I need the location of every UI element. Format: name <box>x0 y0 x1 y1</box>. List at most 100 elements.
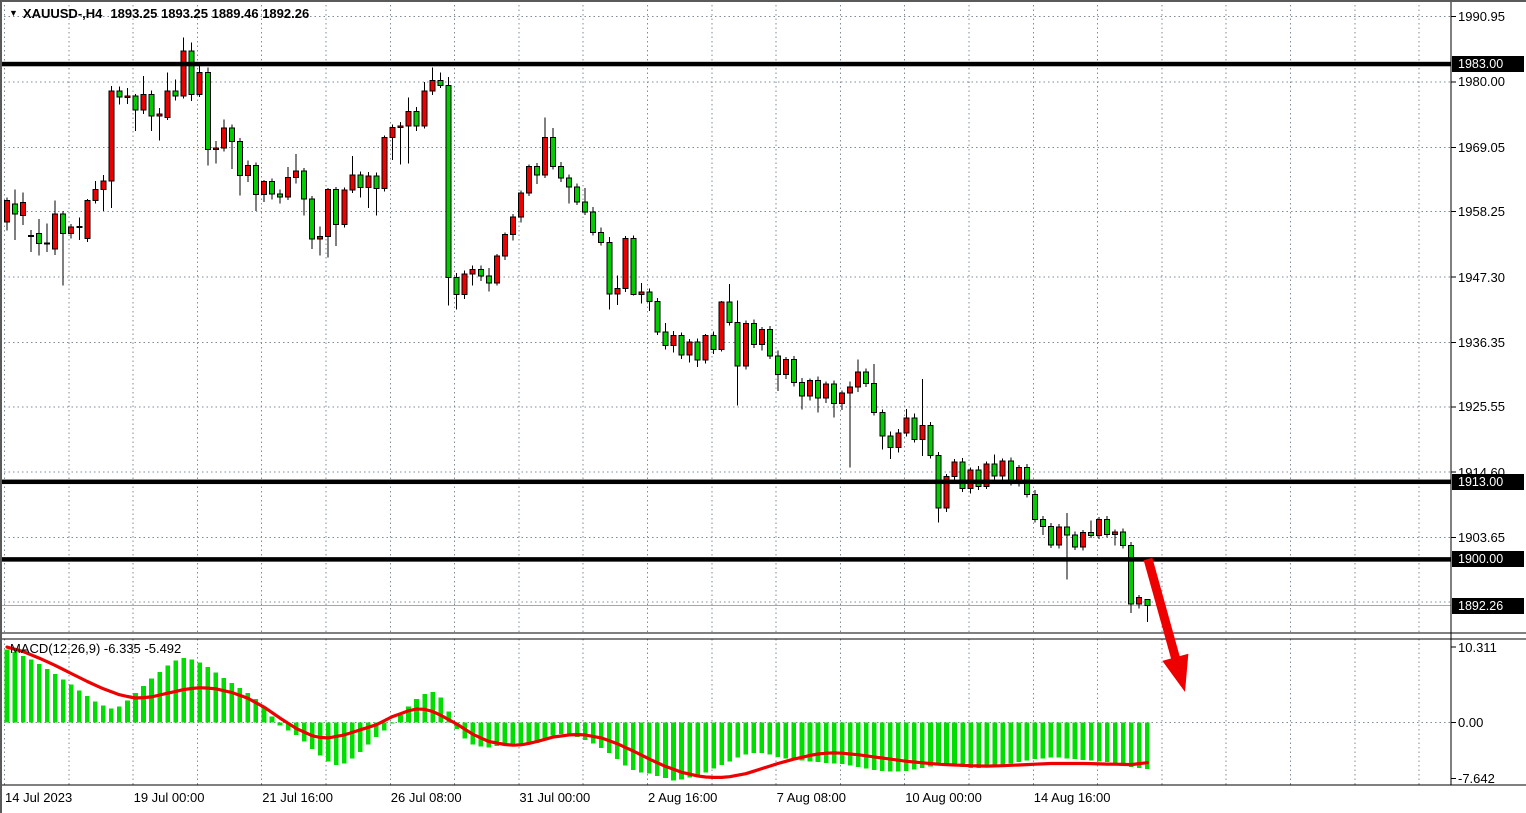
macd-histogram-bar <box>968 722 973 768</box>
macd-histogram-bar <box>655 722 660 776</box>
macd-histogram-bar <box>1136 722 1142 768</box>
bull-candle-body <box>1136 597 1143 605</box>
bull-candle-body <box>967 469 974 489</box>
price-axis-label: 1980.00 <box>1458 74 1505 90</box>
bear-candle-body <box>566 177 573 188</box>
bear-candle-body <box>1039 518 1046 528</box>
bull-candle-body <box>943 475 950 509</box>
macd-histogram-bar <box>590 722 596 744</box>
bull-candle-body <box>196 71 203 95</box>
macd-histogram-bar <box>1056 722 1062 758</box>
bull-candle-body <box>76 225 83 229</box>
macd-histogram-bar <box>863 722 869 769</box>
bear-candle-body <box>654 301 661 333</box>
bull-candle-body <box>156 113 163 117</box>
bull-candle-body <box>1080 531 1087 548</box>
macd-histogram-bar <box>1128 722 1134 768</box>
bear-candle-body <box>726 301 733 323</box>
macd-histogram-bar <box>325 722 331 762</box>
bull-candle-body <box>405 111 412 127</box>
price-axis-label: 1969.05 <box>1458 139 1505 155</box>
horizontal-level-line-1913[interactable] <box>2 479 1451 485</box>
macd-histogram-bar <box>510 722 516 744</box>
macd-histogram-bar <box>85 696 90 723</box>
time-axis-label: 19 Jul 00:00 <box>133 790 205 805</box>
bear-candle-body <box>277 193 284 198</box>
bull-candle-body <box>823 383 830 399</box>
bear-candle-body <box>116 90 123 98</box>
price-scale-area[interactable] <box>1452 2 1526 785</box>
bull-candle-body <box>317 235 324 240</box>
bear-candle-body <box>1071 534 1078 548</box>
macd-histogram <box>4 649 1150 781</box>
bull-candle-body <box>718 301 725 350</box>
bear-candle-body <box>445 84 452 279</box>
bear-candle-body <box>734 321 741 367</box>
macd-histogram-bar <box>623 722 628 766</box>
macd-histogram-bar <box>229 682 235 723</box>
macd-histogram-bar <box>341 722 347 764</box>
bear-candle-body <box>574 186 581 203</box>
arrow-head <box>1162 653 1189 692</box>
bear-candle-body <box>774 355 781 375</box>
bull-candle-body <box>951 461 958 477</box>
time-scale-area[interactable] <box>2 786 1451 813</box>
macd-histogram-bar <box>430 691 435 723</box>
macd-histogram-bar <box>36 663 42 723</box>
bear-candle-body <box>301 170 308 200</box>
macd-histogram-bar <box>189 659 194 723</box>
macd-histogram-bar <box>888 722 893 772</box>
macd-histogram-bar <box>261 706 267 723</box>
bear-candle-body <box>1088 531 1095 536</box>
bear-candle-body <box>1007 460 1014 483</box>
bull-candle-body <box>341 189 348 226</box>
bear-candle-body <box>927 425 934 457</box>
macd-histogram-bar <box>671 722 676 781</box>
bear-candle-body <box>204 71 211 150</box>
bear-candle-body <box>991 463 998 477</box>
bear-candle-body <box>815 379 822 399</box>
bear-candle-body <box>188 50 195 95</box>
gridlines <box>4 5 1450 785</box>
macd-histogram-bar <box>767 722 773 755</box>
bear-candle-body <box>630 237 637 295</box>
macd-histogram-bar <box>663 722 668 779</box>
macd-histogram-bar <box>4 649 10 723</box>
bear-candle-body <box>550 136 557 168</box>
macd-histogram-bar <box>68 684 74 723</box>
level-price-label: 1913.00 <box>1452 473 1524 490</box>
arrow-shaft <box>1143 557 1181 663</box>
bull-candle-body <box>839 392 846 405</box>
macd-histogram-bar <box>534 722 540 743</box>
horizontal-level-line-1983[interactable] <box>2 61 1451 67</box>
bull-candle-body <box>501 234 508 257</box>
price-axis-label: 1947.30 <box>1458 269 1505 285</box>
macd-histogram-bar <box>936 722 941 766</box>
bear-candle-body <box>60 213 67 234</box>
macd-histogram-bar <box>1040 722 1046 759</box>
axis-tick-marks <box>1451 16 1456 779</box>
bear-candle-body <box>12 203 19 215</box>
bull-candle-body <box>124 95 131 98</box>
macd-histogram-bar <box>647 722 652 774</box>
macd-histogram-bar <box>582 722 588 741</box>
macd-histogram-bar <box>984 722 989 768</box>
down-arrow-annotation[interactable] <box>1143 557 1189 692</box>
bear-candle-body <box>1128 545 1135 605</box>
bear-candle-body <box>228 127 235 143</box>
bull-candle-body <box>164 90 171 119</box>
macd-histogram-bar <box>414 699 419 723</box>
macd-histogram-bar <box>406 706 411 723</box>
bear-candle-body <box>590 211 597 233</box>
bull-candle-body <box>212 147 219 150</box>
horizontal-level-line-1900[interactable] <box>2 557 1451 562</box>
macd-histogram-bar <box>606 722 612 754</box>
bull-candle-body <box>92 188 99 202</box>
macd-signal-line <box>5 645 1149 779</box>
macd-histogram-bar <box>598 722 604 749</box>
bull-candle-body <box>525 166 532 194</box>
time-axis-label: 10 Aug 00:00 <box>905 790 982 805</box>
price-axis-label: 1936.35 <box>1458 334 1505 350</box>
macd-histogram-bar <box>904 722 909 771</box>
